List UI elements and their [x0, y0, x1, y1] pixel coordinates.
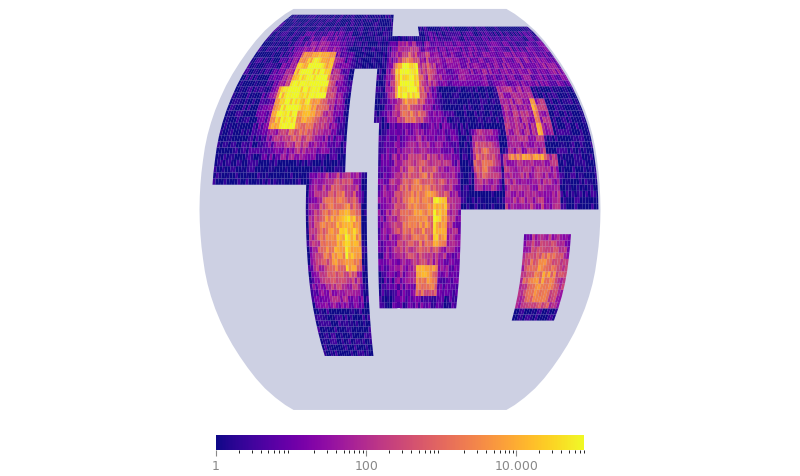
Polygon shape	[201, 10, 599, 409]
